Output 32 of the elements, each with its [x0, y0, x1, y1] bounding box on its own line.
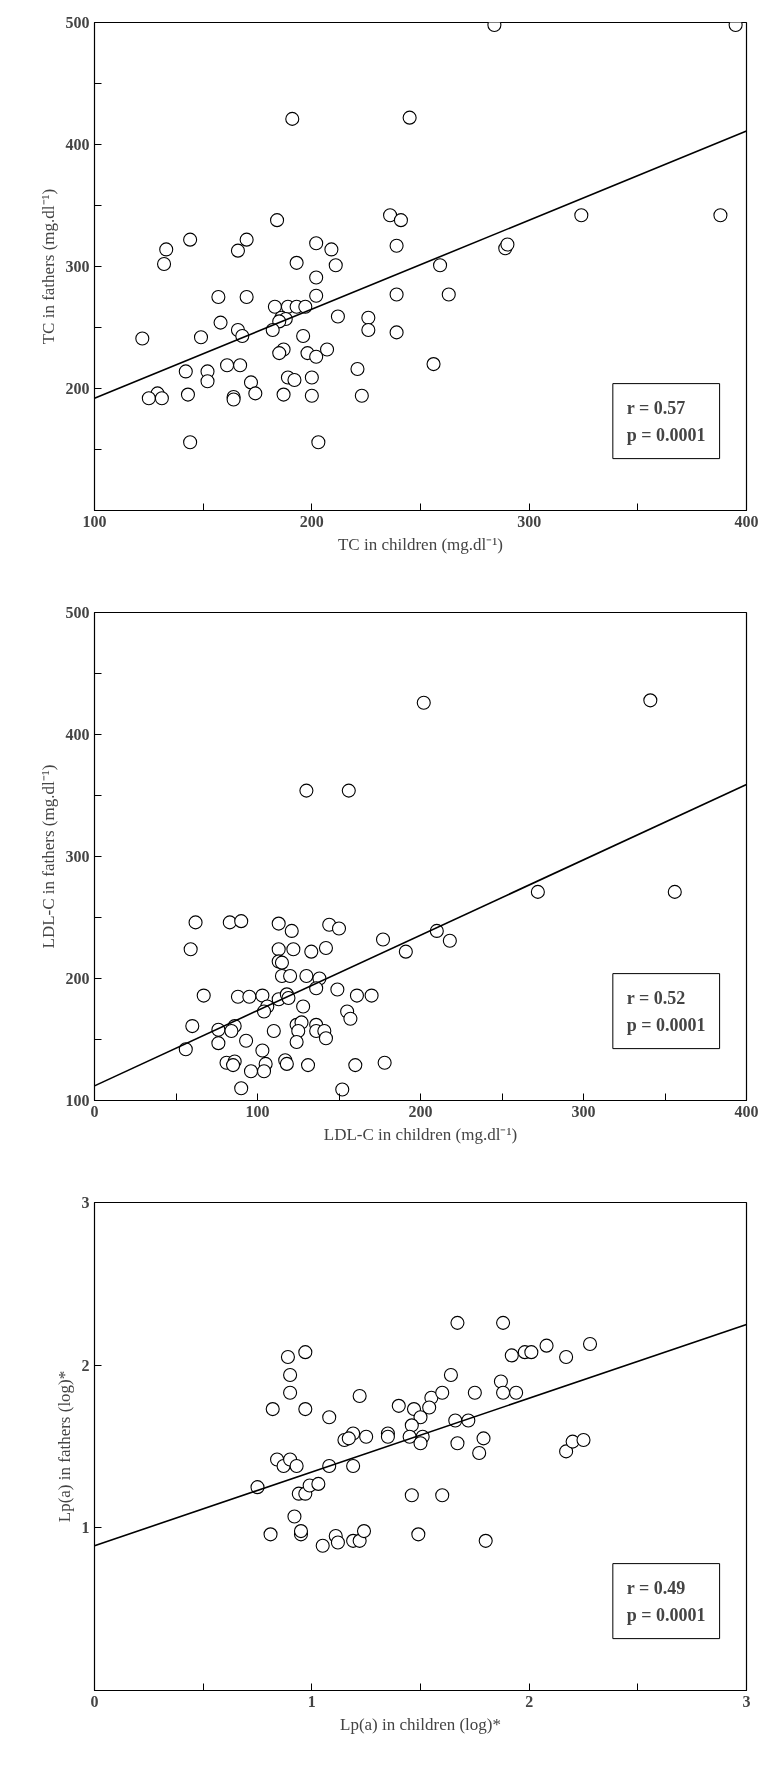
y-tick-label: 500: [65, 604, 90, 621]
x-tick-label: 3: [742, 1692, 751, 1710]
x-tick-label: 200: [408, 1102, 433, 1120]
x-axis-title: TC in children (mg.dl⁻¹): [338, 534, 504, 554]
y-tick-label: 300: [65, 848, 90, 865]
x-tick-label: 400: [734, 512, 759, 530]
y-tick-label: 200: [65, 970, 90, 987]
x-axis-title: Lp(a) in children (log)*: [340, 1714, 501, 1734]
annotation: r = 0.57 p = 0.0001: [626, 397, 706, 445]
x-tick-label: 0: [90, 1692, 99, 1710]
y-tick-label: 1: [81, 1519, 90, 1537]
y-tick-label: 300: [65, 258, 90, 275]
y-axis-title: TC in fathers (mg.dl⁻¹): [38, 188, 58, 345]
x-tick-label: 400: [734, 1102, 759, 1120]
y-tick-label: 400: [65, 136, 90, 153]
x-tick-label: 2: [525, 1692, 534, 1710]
annotation: r = 0.49 p = 0.0001: [626, 1577, 706, 1625]
x-tick-label: 300: [517, 512, 542, 530]
x-tick-label: 0: [90, 1102, 99, 1120]
y-axis-title: Lp(a) in fathers (log)*: [54, 1370, 74, 1523]
y-tick-label: 500: [65, 14, 90, 31]
x-tick-label: 1: [307, 1692, 316, 1710]
y-tick-label: 3: [81, 1194, 90, 1211]
y-axis-title: LDL-C in fathers (mg.dl⁻¹): [38, 764, 58, 949]
x-tick-label: 300: [571, 1102, 596, 1120]
annotation: r = 0.52 p = 0.0001: [626, 987, 706, 1035]
x-tick-label: 100: [245, 1102, 270, 1120]
y-tick-label: 400: [65, 726, 90, 743]
y-tick-label: 200: [65, 380, 90, 397]
y-tick-label: 2: [81, 1356, 90, 1374]
x-axis-title: LDL-C in children (mg.dl⁻¹): [323, 1124, 518, 1144]
x-tick-label: 200: [299, 512, 324, 530]
